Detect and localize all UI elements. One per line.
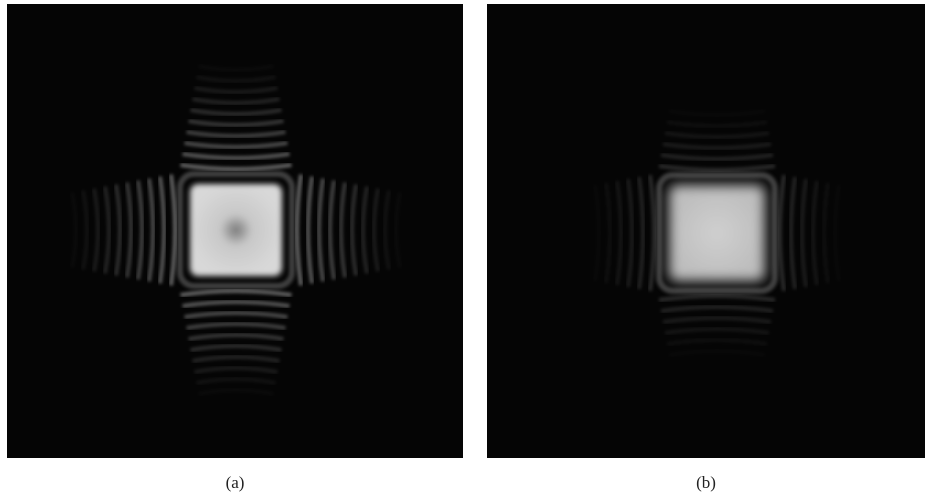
panel-label: (a) (226, 473, 245, 492)
figure: (a) (b) (0, 0, 932, 498)
panel-label: (b) (696, 473, 716, 492)
